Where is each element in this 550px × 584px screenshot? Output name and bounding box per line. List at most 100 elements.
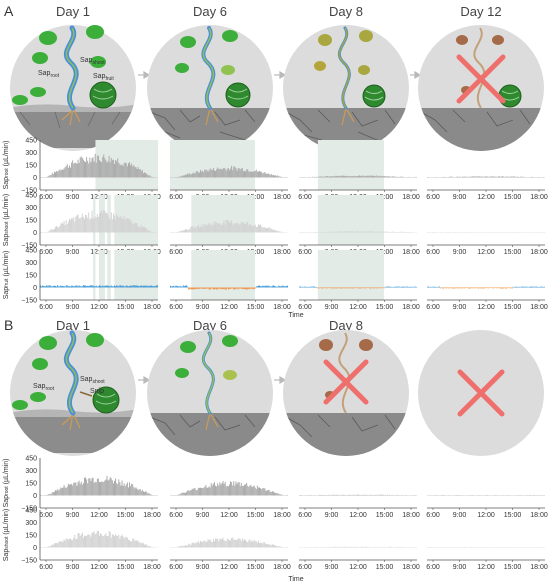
sap-flow-bar [130,541,132,548]
sap-flow-bar [60,223,62,233]
x-tick-label: 12:00 [477,304,495,311]
sap-flow-bar [141,286,143,288]
sap-flow-bar [55,226,56,233]
sap-flow-bar [182,230,184,233]
sap-flow-bar [61,222,63,233]
sap-flow-bar [62,169,64,178]
sap-flow-bar [64,225,66,233]
sap-flow-bar [505,176,507,178]
sap-flow-bar [204,287,206,289]
sap-flow-bar [336,546,338,548]
panel-b-dead-cross-icon [457,369,505,417]
sap-flow-bar [156,285,158,288]
sap-flow-bar [303,176,305,178]
sap-flow-bar [470,176,472,178]
sap-flow-bar [280,231,282,233]
sap-flow-bar [106,535,108,548]
sap-flow-bar [327,546,329,548]
sap-flow-bar [254,540,256,548]
sap-flow-bar [137,540,139,548]
sap-flow-bar [538,286,540,288]
sap-flow-bar [88,478,90,496]
sap-flow-bar [360,175,362,178]
sap-flow-bar [341,231,343,233]
sap-flow-bar [176,285,178,288]
x-tick-label: 12:00 [220,512,238,519]
sap-flow-bar [396,494,398,496]
sap-flow-bar [124,486,126,496]
sap-flow-bar [71,218,73,233]
sap-flow-bar [41,231,43,233]
sap-flow-bar [246,287,248,290]
sap-flow-bar [124,162,126,178]
sap-flow-bar [245,287,247,290]
sap-flow-bar [340,546,342,548]
sap-flow-bar [133,487,135,496]
sap-flow-bar [189,229,191,233]
sap-flow-bar [391,546,393,548]
sap-flow-bar [278,285,280,288]
sap-flow-bar [329,176,331,178]
sap-flow-bar [521,286,523,288]
sap-flow-bar [376,175,378,178]
shaded-period [170,140,255,190]
x-tick-label: 18:00 [143,564,161,571]
sap-flow-bar [391,286,393,288]
sap-flow-bar [61,285,63,288]
sap-flow-bar [246,482,248,496]
sap-flow-bar [265,173,267,178]
sap-flow-bar [220,287,222,289]
sap-flow-bar [454,176,456,178]
sap-flow-bar [261,226,263,233]
sap-flow-bar [483,287,485,289]
sap-flow-bar [52,491,54,496]
sap-flow-bar [203,541,205,548]
sap-flow-bar [74,221,76,233]
sap-flow-bar [181,492,183,496]
sap-flow-bar [269,174,271,178]
sap-flow-bar [480,176,482,178]
sap-flow-bar [339,546,341,548]
sap-flow-bar [87,285,89,288]
sap-flow-bar [224,481,226,496]
sap-flow-bar [279,176,281,178]
sap-flow-bar [335,231,337,233]
sap-flow-bar [281,231,283,233]
sap-flow-bar [208,223,210,233]
sap-flow-bar [193,173,195,178]
sap-flow-bar [195,171,197,178]
sap-flow-bar [316,286,318,288]
sap-flow-bar [107,161,109,178]
sap-flow-bar [104,285,106,288]
sap-flow-bar [62,223,64,233]
sap-flow-bar [223,540,225,548]
x-tick-label: 18:00 [273,564,291,571]
sap-flow-bar [461,287,463,289]
sap-flow-bar [219,169,221,178]
sap-flow-bar [310,546,312,548]
sap-flow-bar [286,546,288,548]
sap-flow-bar [83,161,85,178]
sap-flow-bar [410,231,412,233]
sap-flow-bar [216,486,218,496]
sap-flow-bar [76,163,78,178]
sap-flow-bar [97,216,99,233]
sap-flow-bar [480,287,482,289]
sap-flow-bar [193,488,195,496]
sap-flow-bar [542,286,544,288]
sap-flow-bar [272,230,274,233]
sap-flow-bar [454,287,456,289]
sap-flow-bar [351,546,353,548]
sap-flow-bar [170,285,171,288]
sap-flow-bar [414,286,416,288]
sap-flow-bar [519,286,521,288]
x-tick-label: 9:00 [196,304,210,311]
sap-flow-bar [312,286,314,288]
sap-flow-bar [182,175,184,178]
sap-flow-bar [368,231,370,233]
sap-flow-bar [510,176,512,178]
sap-flow-bar [99,535,100,548]
sap-flow-bar [389,176,391,178]
sap-flow-bar [237,223,239,233]
sap-flow-bar [134,222,136,233]
